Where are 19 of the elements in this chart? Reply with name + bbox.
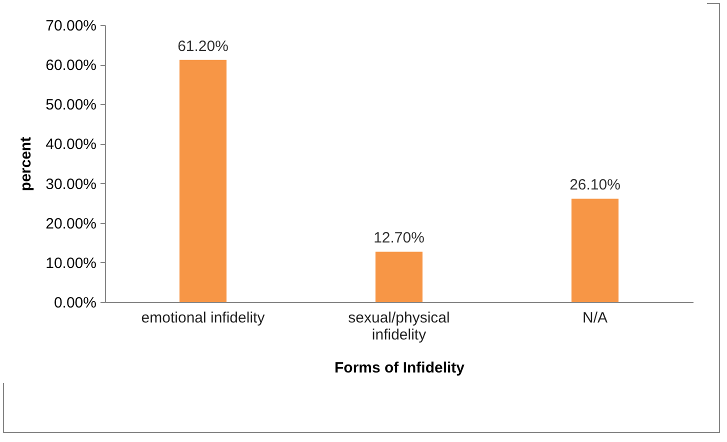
y-tick-label: 70.00%: [46, 18, 96, 34]
y-tick-label: 20.00%: [46, 215, 96, 232]
bar: [571, 198, 619, 302]
y-tick-label: 50.00%: [46, 96, 96, 114]
y-tick-label: 0.00%: [54, 294, 96, 312]
bar: [179, 60, 227, 302]
x-axis-title: Forms of Infidelity: [334, 360, 466, 376]
data-label: 12.70%: [374, 230, 424, 247]
y-tick-label: 10.00%: [46, 254, 96, 272]
bar: [375, 252, 423, 302]
x-tick-label: N/A: [582, 310, 608, 326]
y-axis-title: percent: [18, 136, 35, 192]
x-tick-label: sexual/physical infidelity: [348, 310, 450, 344]
y-tick-label: 40.00%: [46, 136, 96, 154]
data-label: 61.20%: [178, 38, 228, 55]
y-tick-label: 30.00%: [46, 176, 96, 193]
x-tick-label: emotional infidelity: [141, 310, 266, 326]
y-tick-label: 60.00%: [46, 57, 96, 74]
data-label: 26.10%: [570, 176, 620, 194]
